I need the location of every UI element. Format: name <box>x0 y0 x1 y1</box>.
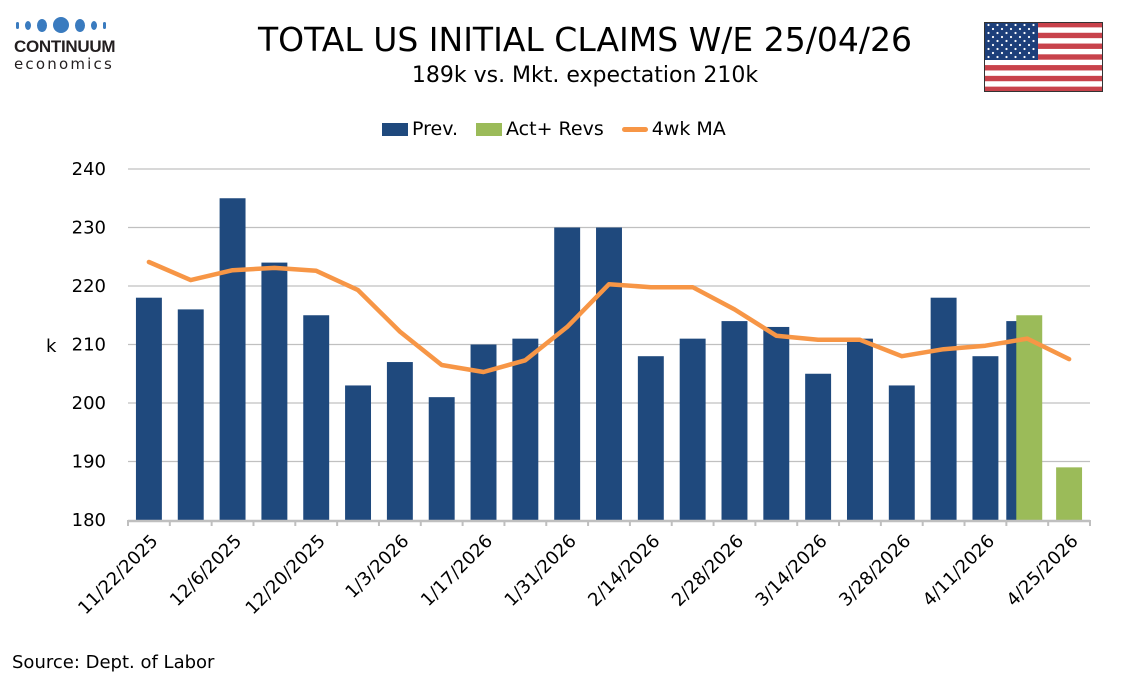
bar-prev <box>596 227 622 520</box>
logo-name: CONTINUUM <box>14 37 116 56</box>
legend-item-4wk-ma: 4wk MA <box>621 118 726 140</box>
bar-prev <box>261 262 288 520</box>
bar-prev <box>345 385 372 520</box>
bar-prev <box>805 373 832 520</box>
ma-line-group <box>146 259 1072 375</box>
bar-prev <box>846 338 873 520</box>
legend-label-act-revs: Act+ Revs <box>506 118 604 140</box>
y-tick-label: 190 <box>72 452 106 473</box>
bar-prev <box>930 297 957 520</box>
logo-tagline: economics <box>14 55 114 73</box>
us-flag-icon <box>984 22 1103 92</box>
y-tick-label: 200 <box>72 393 106 414</box>
legend-swatch-4wk-ma <box>621 126 648 132</box>
x-tick-label: 1/17/2026 <box>417 531 497 611</box>
legend-label-prev: Prev. <box>412 118 459 140</box>
x-tick-label: 12/20/2025 <box>242 531 330 619</box>
x-tick-label: 12/6/2025 <box>166 531 246 611</box>
legend-label-4wk-ma: 4wk MA <box>651 118 726 140</box>
legend-item-prev: Prev. <box>382 118 458 140</box>
logo-dots-icon <box>16 14 134 36</box>
ma-line <box>146 259 1072 375</box>
bar-prev <box>554 227 581 520</box>
chart-title: TOTAL US INITIAL CLAIMS W/E 25/04/26 <box>258 20 912 59</box>
x-tick-label: 2/14/2026 <box>584 531 664 611</box>
source-note: Source: Dept. of Labor <box>12 652 215 673</box>
y-axis-ticks: 180 190 200 210 220 230 240 <box>72 159 106 531</box>
bar-act-revs <box>1016 315 1043 520</box>
x-tick-label: 11/22/2025 <box>74 531 162 619</box>
bar-act-revs <box>1056 467 1083 520</box>
y-tick-label: 240 <box>72 159 106 180</box>
chart-legend: Prev. Act+ Revs 4wk MA <box>382 118 744 140</box>
bar-prev <box>888 385 915 520</box>
y-tick-label: 220 <box>72 276 106 297</box>
x-tick-label: 4/11/2026 <box>919 531 999 611</box>
y-tick-label: 230 <box>72 218 106 239</box>
legend-swatch-act-revs <box>476 122 503 136</box>
bar-prev <box>428 397 455 520</box>
bar-prev <box>721 321 748 520</box>
y-axis-title: k <box>46 336 57 357</box>
bar-prev <box>679 338 706 520</box>
bar-prev <box>763 326 790 520</box>
x-tick-label: 1/3/2026 <box>341 531 413 603</box>
bar-prev <box>386 362 413 520</box>
legend-swatch-prev <box>382 122 408 136</box>
x-tick-label: 4/25/2026 <box>1003 531 1083 611</box>
bar-prev <box>135 297 162 520</box>
bars <box>135 198 1083 520</box>
bar-prev <box>303 315 330 520</box>
x-tick-label: 3/28/2026 <box>835 531 915 611</box>
chart-subtitle: 189k vs. Mkt. expectation 210k <box>411 63 759 88</box>
bar-prev <box>177 309 204 520</box>
y-tick-label: 180 <box>72 510 106 531</box>
y-tick-label: 210 <box>72 335 106 356</box>
continuum-logo: CONTINUUM economics <box>14 14 134 72</box>
x-tick-label: 3/14/2026 <box>752 531 832 611</box>
x-tick-label: 2/28/2026 <box>668 531 748 611</box>
bar-prev <box>219 198 246 520</box>
bar-prev <box>637 356 664 520</box>
bar-prev <box>972 356 999 520</box>
x-tick-label: 1/31/2026 <box>501 531 581 611</box>
legend-item-act-revs: Act+ Revs <box>476 118 604 140</box>
bar-prev <box>512 338 539 520</box>
